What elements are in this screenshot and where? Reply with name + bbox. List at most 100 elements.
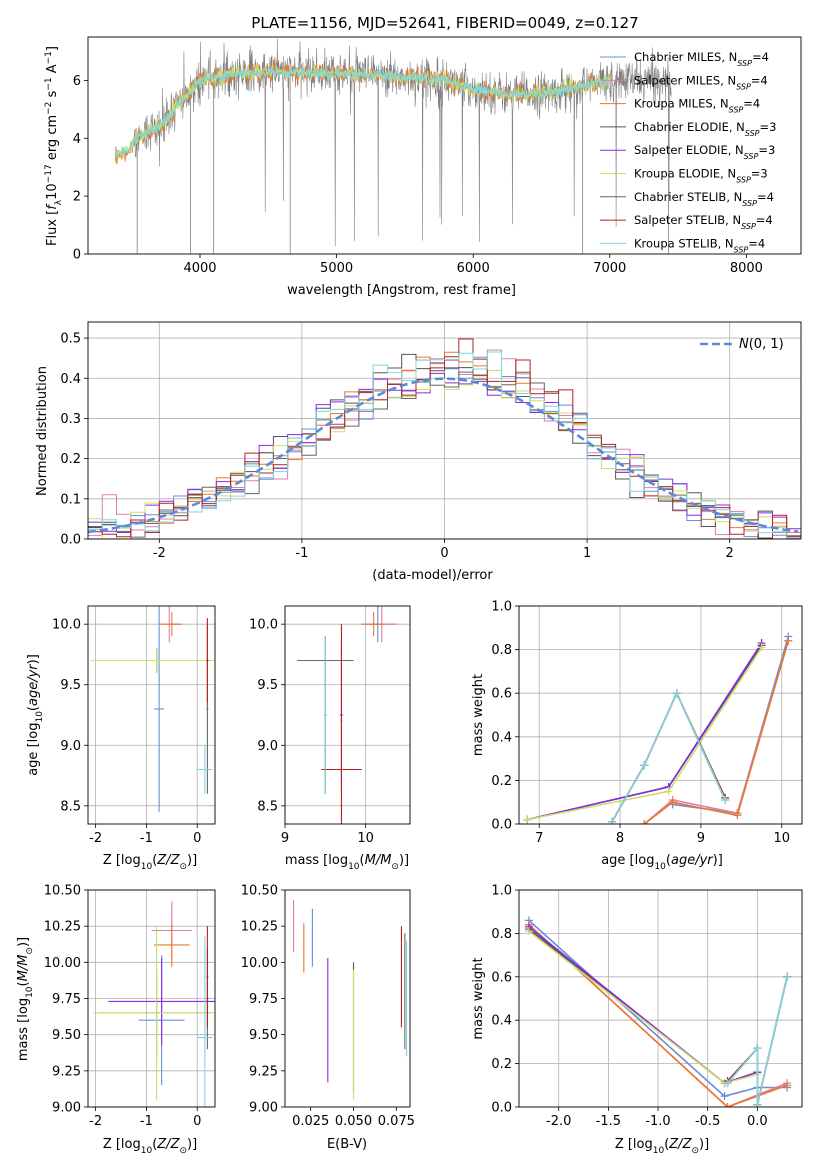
y-tick-label: 9.00 — [52, 1101, 81, 1116]
weight-marker — [640, 820, 649, 824]
x-tick-label: 4000 — [183, 261, 216, 276]
legend-label: Kroupa ELODIE, NSSP=3 — [634, 167, 768, 185]
spectrum-panel: 4000 5000 6000 7000 8000 0 2 4 6 wavelength [Angs… — [44, 36, 802, 298]
weight-marker — [721, 796, 730, 805]
weight-marker — [784, 636, 793, 645]
x-axis-label: Z [log10(Z/Z⊙)] — [103, 853, 197, 872]
y-tick-label: 9.00 — [249, 1101, 278, 1116]
legend-label: Kroupa MILES, NSSP=4 — [634, 97, 760, 115]
weight-marker — [523, 815, 532, 824]
y-tick-label: 1.0 — [491, 884, 512, 899]
x-tick-label: 9 — [281, 831, 289, 846]
x-tick-label: 8000 — [730, 261, 763, 276]
y-axis-label: mass weight — [471, 957, 486, 1039]
weight-marker — [723, 1079, 732, 1088]
weight-marker — [672, 689, 681, 698]
y-tick-label: 9.0 — [257, 739, 278, 754]
x-tick-label: 7000 — [593, 261, 626, 276]
y-tick-label: 0.3 — [60, 412, 81, 427]
y-tick-label: 0.0 — [60, 533, 81, 548]
y-tick-label: 0.1 — [60, 492, 81, 507]
y-tick-label: 0 — [73, 248, 81, 263]
weight-line — [526, 644, 763, 821]
x-axis-label: Z [log10(Z/Z⊙)] — [103, 1137, 197, 1156]
x-tick-label: -1.5 — [596, 1114, 621, 1129]
y-tick-label: 10.25 — [44, 920, 81, 935]
x-tick-label: 2 — [726, 546, 734, 561]
residual-histogram — [88, 351, 801, 539]
x-tick-label: 8 — [616, 831, 624, 846]
y-tick-label: 9.50 — [249, 1028, 278, 1043]
x-tick-label: 0 — [193, 831, 201, 846]
y-tick-label: 10.50 — [44, 884, 81, 899]
y-tick-label: 10.50 — [241, 884, 278, 899]
weight-line — [611, 691, 726, 823]
y-tick-label: 9.25 — [52, 1064, 81, 1079]
x-tick-label: -0.5 — [695, 1114, 720, 1129]
mass-weight-vs-age-panel: 7 8 9 10 0.0 0.2 0.4 0.6 0.8 1.0 mass weight age [l… — [471, 600, 803, 872]
figure-title: PLATE=1156, MJD=52641, FIBERID=0049, z=0… — [251, 14, 638, 32]
weight-line — [526, 642, 763, 821]
mass-vs-ebv-panel: 0.025 0.050 0.075 9.00 9.25 9.50 9.75 10.00 10.2… — [241, 884, 415, 1153]
x-tick-label: -1 — [295, 546, 308, 561]
y-tick-label: 0.0 — [491, 818, 512, 833]
weight-line — [643, 640, 790, 824]
mass-weight-vs-Z-panel: -2.0 -1.5 -1.0 -0.5 0.0 0.0 0.2 0.4 0.6 0.8 1.0 mas… — [471, 884, 803, 1156]
legend-label: Salpeter ELODIE, NSSP=3 — [634, 143, 775, 161]
legend-label: N(0, 1) — [739, 337, 784, 352]
x-tick-label: -2 — [89, 831, 102, 846]
plot-area — [523, 632, 793, 824]
y-tick-label: 0.2 — [60, 452, 81, 467]
y-tick-label: 1.0 — [491, 600, 512, 615]
y-tick-label: 10.0 — [52, 618, 81, 633]
weight-marker — [757, 643, 766, 652]
x-tick-label: 0.0 — [747, 1114, 768, 1129]
y-tick-label: 9.5 — [257, 678, 278, 693]
y-tick-label: 6 — [73, 74, 81, 89]
weight-marker — [640, 761, 649, 770]
weight-marker — [753, 1100, 762, 1107]
legend-label: Salpeter STELIB, NSSP=4 — [634, 213, 773, 231]
axes-frame — [284, 605, 411, 825]
weight-marker — [723, 1103, 732, 1107]
weight-marker — [668, 798, 677, 807]
legend: N(0, 1) — [700, 337, 784, 352]
age-vs-Z-panel: -2 -1 0 8.5 9.0 9.5 10.0 Z [log10(Z/Z⊙)] age [lo… — [26, 605, 216, 872]
y-tick-label: 0.6 — [491, 687, 512, 702]
y-tick-label: 0.8 — [491, 643, 512, 658]
y-tick-label: 2 — [73, 190, 81, 205]
y-tick-label: 10.25 — [241, 920, 278, 935]
observed-spectrum — [131, 38, 672, 247]
y-tick-label: 8.5 — [60, 799, 81, 814]
y-tick-label: 0.4 — [491, 1014, 512, 1029]
y-tick-label: 9.25 — [249, 1064, 278, 1079]
x-axis-label: age [log10(age/yr)] — [601, 853, 723, 872]
y-tick-label: 0.0 — [491, 1101, 512, 1116]
weight-line — [672, 636, 790, 814]
x-tick-label: 0.025 — [292, 1114, 329, 1129]
y-tick-label: 4 — [73, 132, 81, 147]
x-tick-label: 10 — [357, 831, 374, 846]
residual-histogram — [88, 351, 801, 539]
y-tick-label: 9.75 — [249, 992, 278, 1007]
y-tick-label: 10.00 — [241, 956, 278, 971]
legend-label: Kroupa STELIB, NSSP=4 — [634, 236, 765, 254]
weight-line — [526, 646, 763, 821]
x-axis-label: (data-model)/error — [372, 568, 493, 583]
axes-frame — [87, 889, 216, 1108]
weight-line — [726, 976, 788, 1105]
plot-area — [524, 916, 792, 1107]
y-tick-label: 0.2 — [491, 774, 512, 789]
axes-frame — [87, 36, 802, 255]
x-axis-label: Z [log10(Z/Z⊙)] — [615, 1137, 709, 1156]
weight-marker — [753, 1044, 762, 1053]
y-tick-label: 9.0 — [60, 739, 81, 754]
legend-label: Salpeter MILES, NSSP=4 — [634, 73, 768, 91]
weight-marker — [664, 787, 673, 796]
residual-histogram — [88, 353, 801, 539]
mass-vs-Z-panel: -2 -1 0 9.00 9.25 9.50 9.75 10.00 10.25 10.50 Z [l… — [16, 884, 216, 1156]
y-axis-label: mass [log10(M/M⊙)] — [16, 937, 35, 1061]
x-tick-label: 6000 — [457, 261, 490, 276]
y-tick-label: 0.6 — [491, 970, 512, 985]
